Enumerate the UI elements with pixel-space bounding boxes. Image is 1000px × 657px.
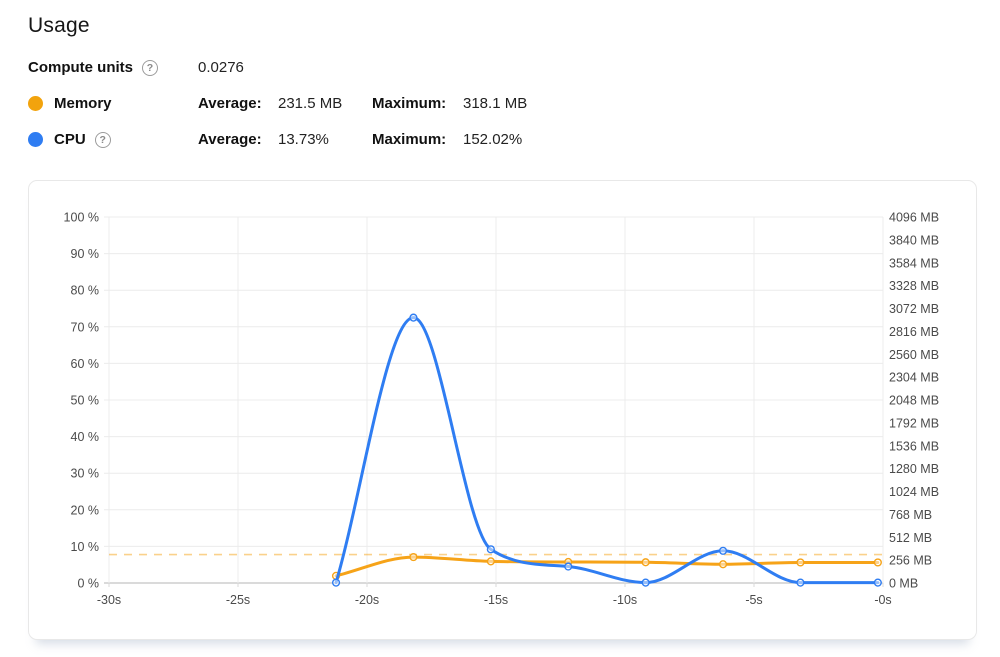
right-tick-label: 3328 MB xyxy=(889,279,939,293)
right-tick-label: 1024 MB xyxy=(889,485,939,499)
usage-stats: Compute units ? 0.0276 Memory Average: 2… xyxy=(28,59,527,148)
cpu-maximum-label: Maximum: xyxy=(372,131,447,148)
left-tick-label: 90 % xyxy=(71,247,100,261)
right-tick-label: 3840 MB xyxy=(889,233,939,247)
left-tick-label: 60 % xyxy=(71,357,100,371)
compute-units-label: Compute units xyxy=(28,59,133,76)
cpu-label: CPU xyxy=(54,131,86,148)
right-tick-label: 512 MB xyxy=(889,531,932,545)
cpu-maximum-value: 152.02% xyxy=(463,131,523,148)
page-title: Usage xyxy=(28,14,90,37)
left-tick-label: 0 % xyxy=(77,577,99,591)
compute-units-row-label: Compute units ? xyxy=(28,59,198,76)
cpu-data-point[interactable] xyxy=(718,546,728,555)
memory-line xyxy=(334,555,880,578)
left-tick-label: 70 % xyxy=(71,320,100,334)
left-tick-label: 10 % xyxy=(71,540,100,554)
x-tick-label: -5s xyxy=(745,593,762,607)
right-tick-label: 2816 MB xyxy=(889,325,939,339)
left-tick-label: 50 % xyxy=(71,394,100,408)
memory-data-point[interactable] xyxy=(409,552,418,562)
memory-average-value: 231.5 MB xyxy=(278,95,343,112)
right-tick-label: 2560 MB xyxy=(889,348,939,362)
cpu-data-point[interactable] xyxy=(486,545,495,554)
cpu-markers[interactable] xyxy=(331,313,882,587)
memory-data-point[interactable] xyxy=(796,558,805,567)
cpu-data-point[interactable] xyxy=(564,562,573,571)
left-axis-labels: 100 % 90 % 80 % 70 % 60 % 50 % 40 % 30 % 20 % 10 … xyxy=(64,211,99,591)
left-tick-label: 20 % xyxy=(71,503,100,517)
right-tick-label: 1536 MB xyxy=(889,439,939,453)
cpu-data-point[interactable] xyxy=(331,578,341,587)
memory-data-point[interactable] xyxy=(486,557,495,566)
right-tick-label: 1280 MB xyxy=(889,462,939,476)
right-tick-label: 3584 MB xyxy=(889,256,939,270)
right-tick-label: 0 MB xyxy=(889,577,918,591)
memory-data-point[interactable] xyxy=(873,558,882,567)
cpu-data-point[interactable] xyxy=(409,313,418,322)
memory-data-point[interactable] xyxy=(641,558,650,567)
cpu-help-icon[interactable]: ? xyxy=(94,131,111,148)
legend-item-cpu: CPU ? xyxy=(28,131,198,148)
x-axis-labels: -30s -25s -20s -15s -10s -5s -0s xyxy=(97,593,892,607)
cpu-data-point[interactable] xyxy=(873,578,882,587)
cpu-dot-icon xyxy=(28,132,43,147)
x-tick-label: -15s xyxy=(484,593,508,607)
memory-dot-icon xyxy=(28,96,43,111)
cpu-average-label: Average: xyxy=(198,131,262,148)
cpu-data-point[interactable] xyxy=(641,578,650,587)
usage-chart[interactable]: 100 % 90 % 80 % 70 % 60 % 50 % 40 % 30 % 20 % 10 … xyxy=(29,181,976,639)
cpu-data-point[interactable] xyxy=(796,578,805,587)
memory-maximum-value: 318.1 MB xyxy=(463,95,528,112)
right-tick-label: 2048 MB xyxy=(889,394,939,408)
right-axis-labels: 4096 MB 3840 MB 3584 MB 3328 MB 3072 MB 2816 … xyxy=(889,211,939,591)
x-tick-label: -30s xyxy=(97,593,121,607)
left-tick-label: 100 % xyxy=(64,211,99,225)
right-tick-label: 1792 MB xyxy=(889,416,939,430)
cpu-average-value: 13.73% xyxy=(278,131,329,148)
right-tick-label: 4096 MB xyxy=(889,211,939,225)
memory-maximum-label: Maximum: xyxy=(372,95,447,112)
grid-lines xyxy=(104,216,884,587)
x-tick-label: -25s xyxy=(226,593,250,607)
usage-chart-card: 100 % 90 % 80 % 70 % 60 % 50 % 40 % 30 % 20 % 10 … xyxy=(28,180,977,640)
x-tick-label: -10s xyxy=(613,593,637,607)
x-tick-label: -20s xyxy=(355,593,379,607)
right-tick-label: 2304 MB xyxy=(889,371,939,385)
compute-units-help-icon[interactable]: ? xyxy=(142,59,158,76)
right-tick-label: 768 MB xyxy=(889,508,932,522)
left-tick-label: 30 % xyxy=(71,467,100,481)
left-tick-label: 80 % xyxy=(71,284,100,298)
memory-data-point[interactable] xyxy=(718,560,728,569)
right-tick-label: 3072 MB xyxy=(889,302,939,316)
x-tick-label: -0s xyxy=(874,593,891,607)
cpu-line xyxy=(334,316,880,585)
memory-average-label: Average: xyxy=(198,95,262,112)
legend-item-memory: Memory xyxy=(28,95,198,112)
left-tick-label: 40 % xyxy=(71,430,100,444)
usage-header: Usage Compute units ? 0.0276 Memory Aver… xyxy=(28,14,527,148)
right-tick-label: 256 MB xyxy=(889,554,932,568)
memory-label: Memory xyxy=(54,95,112,112)
compute-units-value: 0.0276 xyxy=(198,59,244,76)
